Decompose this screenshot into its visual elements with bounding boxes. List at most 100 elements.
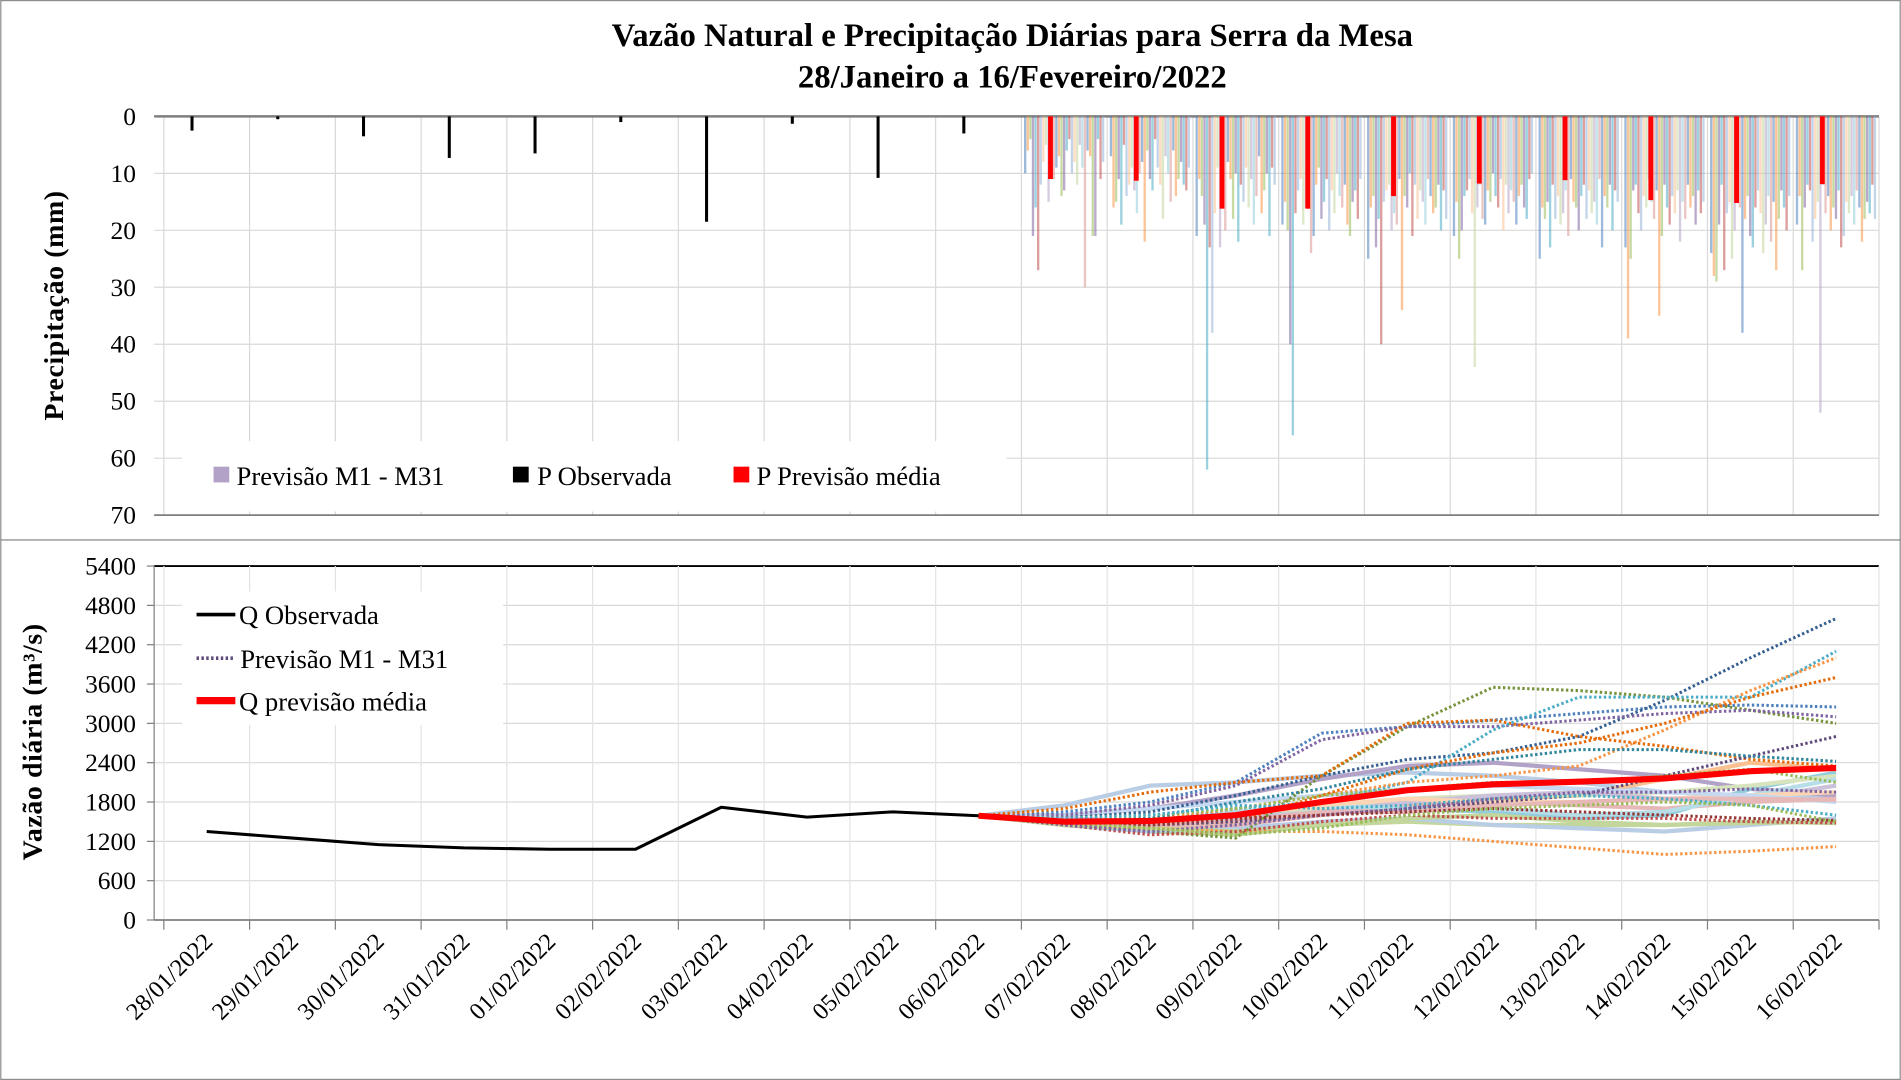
member-precip-bar <box>1159 116 1162 185</box>
member-precip-bar <box>1242 116 1245 202</box>
precip-bars <box>190 116 1877 470</box>
legend-label-q-observed: Q Observada <box>239 600 379 630</box>
y-tick-label: 3000 <box>85 709 136 738</box>
flow-y-axis-label: Vazão diária (m³/s) <box>17 623 48 860</box>
member-precip-bar <box>1406 116 1409 208</box>
member-precip-bar <box>1754 116 1757 208</box>
mean-precip-bar <box>1219 116 1225 209</box>
member-precip-bar <box>1444 116 1448 219</box>
member-flow-line <box>978 793 1837 820</box>
y-tick-label: 1800 <box>85 788 136 817</box>
member-precip-bar <box>1801 116 1804 271</box>
member-precip-bar <box>1775 116 1778 271</box>
member-precip-bar <box>1639 116 1643 231</box>
member-precip-bar <box>1091 116 1094 236</box>
legend-swatch-members <box>213 466 230 483</box>
member-precip-bar <box>1556 116 1560 197</box>
member-precip-bar <box>1140 116 1144 162</box>
member-precip-bar <box>1255 116 1258 197</box>
observed-precip-bar <box>533 116 537 154</box>
y-tick-label: 0 <box>123 905 136 934</box>
member-precip-bar <box>1712 116 1716 276</box>
member-precip-bar <box>1764 116 1767 225</box>
member-precip-bar <box>1333 116 1336 214</box>
member-precip-bar <box>1380 116 1383 345</box>
member-precip-bar <box>1772 116 1775 202</box>
member-precip-bar <box>1676 116 1679 191</box>
member-precip-bar <box>1496 116 1500 208</box>
member-precip-bar <box>1507 116 1510 214</box>
y-tick-label: 30 <box>111 273 136 302</box>
member-precip-bar <box>1868 116 1871 214</box>
member-precip-bar <box>1689 116 1692 208</box>
member-precip-bar <box>1419 116 1422 191</box>
member-precip-bar <box>1094 116 1097 236</box>
member-precip-bar <box>1509 116 1513 191</box>
chart-title: Vazão Natural e Precipitação Diárias par… <box>612 18 1413 54</box>
member-precip-bar <box>1130 116 1133 168</box>
member-precip-bar <box>1286 116 1289 231</box>
member-precip-bar <box>1166 116 1170 174</box>
member-precip-bar <box>1832 116 1835 208</box>
member-precip-bar <box>1148 116 1152 180</box>
member-precip-bar <box>1759 116 1762 214</box>
member-precip-bar <box>1814 116 1817 219</box>
member-precip-bar <box>1143 116 1146 242</box>
member-precip-bar <box>1613 116 1617 191</box>
member-precip-bar <box>1582 116 1586 185</box>
member-precip-bar <box>1034 116 1037 208</box>
member-precip-bar <box>1177 116 1180 180</box>
member-precip-bar <box>1234 116 1237 174</box>
member-precip-bar <box>1587 116 1591 191</box>
legend-label-members: Previsão M1 - M31 <box>237 461 445 491</box>
member-precip-bar <box>1756 116 1760 191</box>
member-precip-bar <box>1598 116 1601 180</box>
member-precip-bar <box>1530 116 1534 174</box>
member-precip-bar <box>1338 116 1341 197</box>
mean-precip-bar <box>1819 116 1825 185</box>
member-precip-bar <box>1624 116 1627 248</box>
member-precip-bar <box>1834 116 1838 219</box>
mean-precip-bar <box>1048 116 1053 180</box>
member-precip-bar <box>1044 116 1048 145</box>
member-precip-bar <box>1528 116 1531 180</box>
member-precip-bar <box>1665 116 1669 208</box>
member-precip-bar <box>1460 116 1463 231</box>
member-precip-bar <box>1481 116 1484 219</box>
member-precip-bar <box>1767 116 1770 197</box>
member-precip-bar <box>1567 116 1570 236</box>
member-precip-bar <box>1291 116 1295 436</box>
member-precip-bar <box>1551 116 1554 185</box>
member-precip-bar <box>1457 116 1461 259</box>
member-precip-bar <box>1434 116 1437 208</box>
member-flow-line <box>978 685 1837 840</box>
member-precip-bar <box>1738 116 1741 208</box>
member-precip-bar <box>1024 116 1027 174</box>
member-precip-bar <box>1164 116 1167 157</box>
member-precip-bar <box>1483 116 1487 225</box>
member-precip-bar <box>1263 116 1266 191</box>
observed-precip-bar <box>276 116 280 120</box>
member-precip-bar <box>1743 116 1747 219</box>
member-precip-bar <box>1590 116 1593 214</box>
member-precip-bar <box>1057 116 1061 157</box>
mean-precip-bar <box>1734 116 1739 203</box>
member-precip-bar <box>1554 116 1557 219</box>
member-precip-bar <box>1863 116 1866 219</box>
member-precip-bar <box>1470 116 1474 214</box>
member-precip-bar <box>1400 116 1404 311</box>
member-precip-bar <box>1574 116 1578 208</box>
member-precip-bar <box>1252 116 1256 225</box>
member-precip-bar <box>1031 116 1035 236</box>
member-precip-bar <box>1169 116 1172 202</box>
member-precip-bar <box>1250 116 1253 180</box>
member-precip-bar <box>1239 116 1243 185</box>
observed-precip-bar <box>362 116 366 137</box>
member-precip-bar <box>1302 116 1305 225</box>
member-precip-bar <box>1629 116 1632 259</box>
member-precip-bar <box>1205 116 1209 470</box>
member-precip-bar <box>1037 116 1040 271</box>
member-flow-line <box>978 617 1837 820</box>
member-precip-bar <box>1294 116 1297 214</box>
